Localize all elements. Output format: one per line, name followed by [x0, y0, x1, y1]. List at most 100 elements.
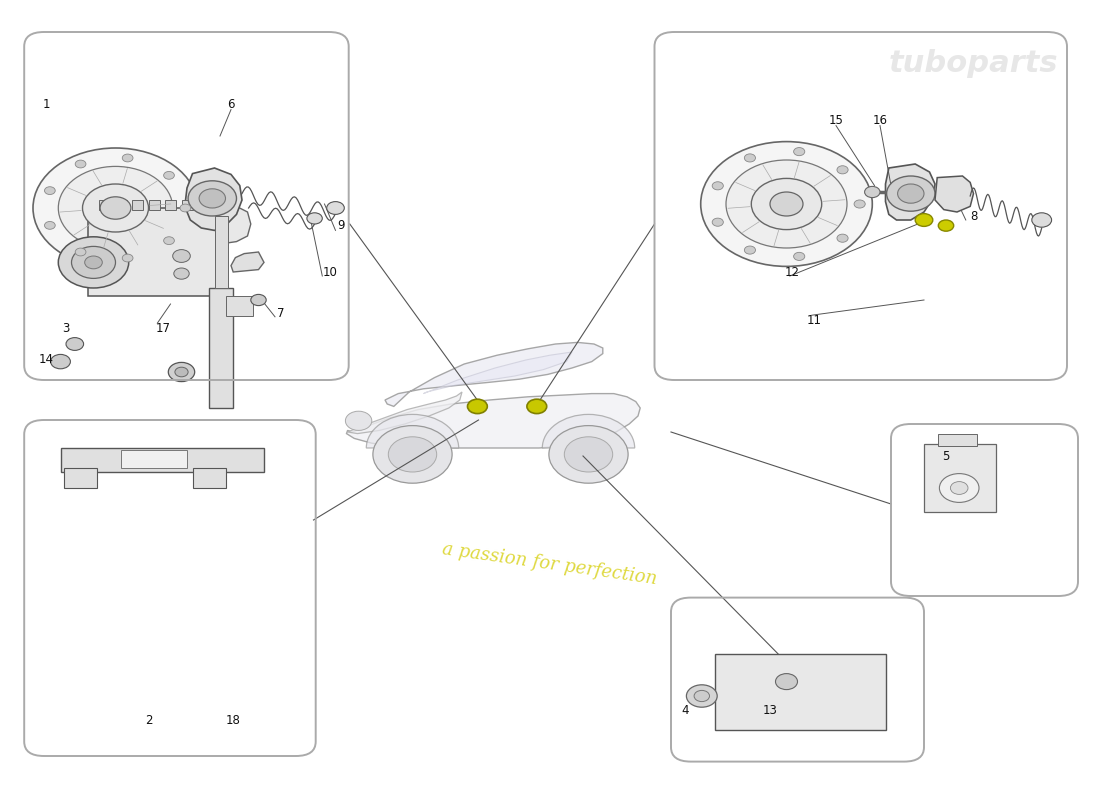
Text: a passion for perfection: a passion for perfection	[441, 540, 659, 588]
Text: 13: 13	[762, 704, 778, 717]
Circle shape	[1032, 213, 1052, 227]
Text: 2: 2	[145, 714, 152, 726]
Polygon shape	[424, 352, 572, 394]
Circle shape	[175, 367, 188, 377]
Circle shape	[898, 184, 924, 203]
Circle shape	[173, 250, 190, 262]
Text: 11: 11	[806, 314, 822, 326]
Text: 17: 17	[155, 322, 170, 334]
Text: 14: 14	[39, 354, 54, 366]
Text: 3: 3	[63, 322, 69, 334]
Bar	[165, 200, 176, 210]
Bar	[182, 200, 192, 210]
Polygon shape	[935, 176, 974, 212]
Text: 15: 15	[828, 114, 844, 126]
Polygon shape	[348, 392, 462, 434]
Text: 4: 4	[682, 704, 689, 717]
Circle shape	[686, 685, 717, 707]
Circle shape	[751, 178, 822, 230]
Circle shape	[164, 237, 175, 245]
Bar	[60, 448, 264, 472]
Bar	[198, 200, 209, 210]
Circle shape	[174, 268, 189, 279]
Circle shape	[199, 189, 226, 208]
Circle shape	[837, 234, 848, 242]
Circle shape	[564, 437, 613, 472]
Circle shape	[745, 154, 756, 162]
Circle shape	[44, 186, 55, 194]
Circle shape	[75, 160, 86, 168]
Text: 7: 7	[277, 307, 284, 320]
Polygon shape	[185, 168, 242, 230]
Circle shape	[887, 176, 935, 211]
Polygon shape	[385, 342, 603, 406]
Polygon shape	[207, 206, 251, 248]
Circle shape	[950, 482, 968, 494]
Circle shape	[251, 294, 266, 306]
Wedge shape	[366, 414, 459, 448]
Text: 9: 9	[338, 219, 344, 232]
Circle shape	[75, 248, 86, 256]
Circle shape	[939, 474, 979, 502]
Circle shape	[726, 160, 847, 248]
Circle shape	[527, 399, 547, 414]
Bar	[132, 200, 143, 210]
Text: 5: 5	[943, 450, 949, 462]
Circle shape	[72, 246, 116, 278]
Circle shape	[694, 690, 710, 702]
Circle shape	[745, 246, 756, 254]
Bar	[192, 468, 226, 488]
Polygon shape	[346, 394, 640, 448]
Text: 16: 16	[872, 114, 888, 126]
Circle shape	[307, 213, 322, 224]
Bar	[121, 450, 187, 468]
Bar	[148, 200, 159, 210]
Circle shape	[180, 204, 190, 212]
Bar	[938, 434, 977, 446]
Circle shape	[837, 166, 848, 174]
Polygon shape	[886, 164, 935, 220]
Circle shape	[712, 218, 724, 226]
Circle shape	[82, 184, 148, 232]
Circle shape	[373, 426, 452, 483]
Circle shape	[938, 220, 954, 231]
Circle shape	[865, 186, 880, 198]
Circle shape	[549, 426, 628, 483]
Circle shape	[854, 200, 866, 208]
Circle shape	[793, 252, 805, 261]
Bar	[64, 468, 97, 488]
Circle shape	[164, 171, 175, 179]
Circle shape	[58, 237, 129, 288]
Circle shape	[701, 142, 872, 266]
Bar	[116, 200, 127, 210]
Polygon shape	[231, 252, 264, 272]
Circle shape	[44, 222, 55, 230]
Circle shape	[468, 399, 487, 414]
Circle shape	[168, 362, 195, 382]
Circle shape	[793, 147, 805, 156]
Circle shape	[66, 338, 84, 350]
Circle shape	[327, 202, 344, 214]
Text: 12: 12	[784, 266, 800, 278]
Text: 10: 10	[322, 266, 338, 278]
Bar	[715, 654, 886, 730]
Bar	[226, 296, 253, 316]
Circle shape	[770, 192, 803, 216]
Circle shape	[51, 354, 70, 369]
Text: 18: 18	[226, 714, 241, 726]
Bar	[99, 200, 110, 210]
Circle shape	[188, 181, 236, 216]
Circle shape	[915, 214, 933, 226]
Circle shape	[345, 411, 372, 430]
Circle shape	[122, 254, 133, 262]
Circle shape	[388, 437, 437, 472]
Circle shape	[776, 674, 798, 690]
Wedge shape	[542, 414, 635, 448]
Bar	[88, 208, 220, 296]
Text: 1: 1	[43, 98, 50, 110]
Circle shape	[100, 197, 131, 219]
Text: tuboparts: tuboparts	[889, 50, 1058, 78]
Circle shape	[712, 182, 724, 190]
Bar	[209, 288, 233, 408]
Text: 8: 8	[970, 210, 977, 222]
